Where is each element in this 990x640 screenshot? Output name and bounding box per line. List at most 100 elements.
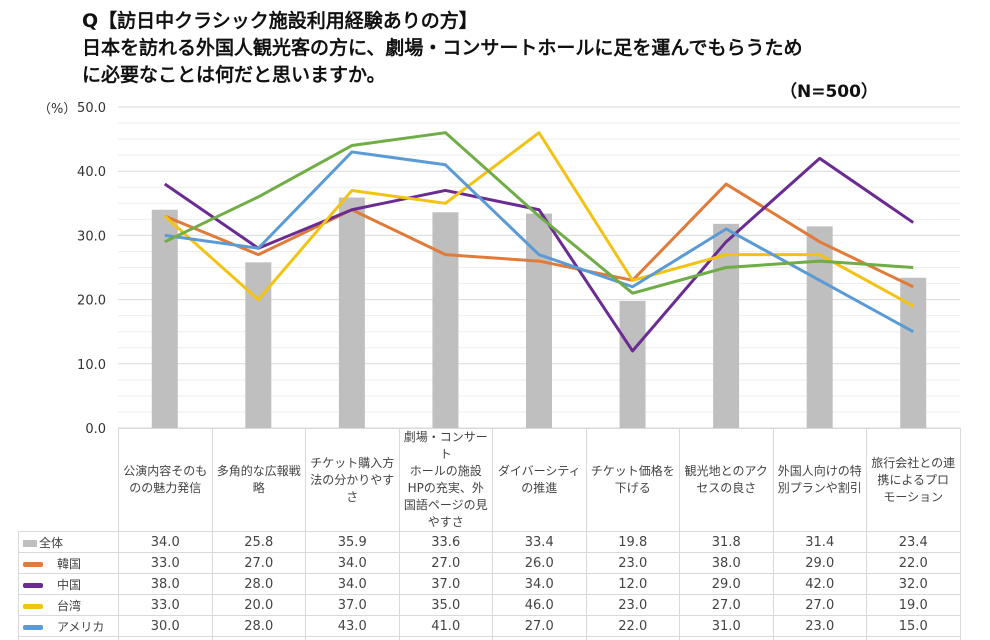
- data-cell: 31.4: [772, 531, 867, 553]
- table-row: 中国 38.0 28.0 34.0 37.0 34.0 12.0 29.0 42.0 32.0: [18, 573, 961, 595]
- bar-全体: [526, 213, 552, 428]
- table-row: イギリス29.036.044.046.033.021.025.026.025.0: [18, 636, 961, 640]
- data-cell: 22.0: [866, 552, 961, 574]
- data-cell: 33.4: [492, 531, 587, 553]
- data-cell: 38.0: [118, 573, 213, 595]
- sample-size: （N=500）: [780, 82, 878, 102]
- y-tick-label: 40.0: [77, 165, 106, 180]
- table-row: 全体 34.0 25.8 35.9 33.6 33.4 19.8 31.8 31.4 23.4: [18, 531, 961, 553]
- data-cell: 46.0: [492, 594, 587, 616]
- data-cell: 29.0: [118, 636, 213, 640]
- data-cell: 33.0: [492, 636, 587, 640]
- data-cell: 23.0: [585, 552, 680, 574]
- y-axis-label: （%）: [38, 102, 77, 117]
- data-cell: 23.0: [772, 615, 867, 637]
- data-cell: 22.0: [585, 615, 680, 637]
- data-cell: 34.0: [118, 531, 213, 553]
- legend-swatch: [23, 603, 43, 609]
- data-cell: 19.0: [866, 594, 961, 616]
- data-cell: 23.4: [866, 531, 961, 553]
- category-label: 多角的な広報戦 略: [211, 428, 306, 532]
- table-row: アメリカ 30.0 28.0 43.0 41.0 27.0 22.0 31.0 23.0 15.0: [18, 615, 961, 637]
- legend-label: 中国: [57, 577, 82, 592]
- data-cell: 36.0: [211, 636, 306, 640]
- data-cell: 38.0: [679, 552, 774, 574]
- data-cell: 27.0: [398, 552, 493, 574]
- y-tick-label: 20.0: [77, 294, 106, 309]
- legend-label: 台湾: [57, 598, 82, 613]
- data-cell: 29.0: [772, 552, 867, 574]
- category-label: ダイバーシティ の推進: [492, 428, 587, 532]
- legend-swatch: [23, 582, 43, 588]
- bar-全体: [151, 209, 178, 428]
- table-row: 韓国 33.0 27.0 34.0 27.0 26.0 23.0 38.0 29.0 22.0: [18, 552, 961, 574]
- bar-全体: [806, 226, 833, 428]
- data-cell: 31.0: [679, 615, 774, 637]
- data-cell: 46.0: [398, 636, 493, 640]
- category-label: 公演内容そのも のの魅力発信: [118, 428, 213, 532]
- data-cell: 30.0: [118, 615, 213, 637]
- data-cell: 31.8: [679, 531, 774, 553]
- legend-entry: 全体: [18, 531, 119, 553]
- y-tick-label: 10.0: [77, 358, 106, 373]
- data-cell: 28.0: [211, 615, 306, 637]
- y-tick-label: 50.0: [77, 101, 106, 116]
- data-cell: 35.0: [398, 594, 493, 616]
- data-cell: 42.0: [772, 573, 867, 595]
- legend-entry: 韓国: [18, 552, 119, 574]
- data-cell: 26.0: [772, 636, 867, 640]
- data-cell: 32.0: [866, 573, 961, 595]
- legend-swatch: [23, 561, 43, 567]
- data-cell: 19.8: [585, 531, 680, 553]
- category-label: 劇場・コンサート ホールの施設 HPの充実、外 国語ページの見 やすさ: [398, 428, 493, 532]
- bar-全体: [619, 300, 646, 428]
- category-label: 観光地とのアク セスの良さ: [679, 428, 774, 532]
- data-cell: 33.0: [118, 594, 213, 616]
- data-cell: 33.0: [118, 552, 213, 574]
- data-cell: 27.0: [679, 594, 774, 616]
- data-cell: 29.0: [679, 573, 774, 595]
- y-tick-label: 30.0: [77, 229, 106, 244]
- data-cell: 41.0: [398, 615, 493, 637]
- data-cell: 25.0: [679, 636, 774, 640]
- question-text-line1: 日本を訪れる外国人観光客の方に、劇場・コンサートホールに足を運んでもらうため: [82, 37, 803, 59]
- table-corner: [18, 428, 119, 532]
- legend-label: アメリカ: [57, 619, 105, 634]
- legend-entry: アメリカ: [18, 615, 119, 637]
- data-cell: 34.0: [305, 552, 400, 574]
- data-cell: 27.0: [772, 594, 867, 616]
- legend-label: 韓国: [57, 556, 82, 571]
- legend-swatch: [23, 624, 43, 630]
- data-cell: 21.0: [585, 636, 680, 640]
- category-label: チケット価格を 下げる: [585, 428, 680, 532]
- data-cell: 34.0: [305, 573, 400, 595]
- legend-entry: 台湾: [18, 594, 119, 616]
- data-cell: 33.6: [398, 531, 493, 553]
- bar-全体: [432, 212, 459, 428]
- data-cell: 28.0: [211, 573, 306, 595]
- legend-label: 全体: [39, 535, 64, 550]
- data-cell: 27.0: [211, 552, 306, 574]
- legend-swatch: [23, 539, 37, 547]
- data-cell: 15.0: [866, 615, 961, 637]
- data-cell: 44.0: [305, 636, 400, 640]
- data-cell: 37.0: [398, 573, 493, 595]
- data-cell: 27.0: [492, 615, 587, 637]
- legend-entry: イギリス: [18, 636, 119, 640]
- question-title: Q【訪日中クラシック施設利用経験ありの方】: [82, 10, 478, 32]
- data-cell: 25.8: [211, 531, 306, 553]
- data-cell: 43.0: [305, 615, 400, 637]
- data-cell: 23.0: [585, 594, 680, 616]
- data-cell: 35.9: [305, 531, 400, 553]
- legend-entry: 中国: [18, 573, 119, 595]
- category-label: 外国人向けの特 別プランや割引: [772, 428, 867, 532]
- data-table: 公演内容そのも のの魅力発信 多角的な広報戦 略チケット購入方 法の分かりやす さ…: [18, 428, 961, 640]
- data-cell: 37.0: [305, 594, 400, 616]
- table-row: 台湾 33.0 20.0 37.0 35.0 46.0 23.0 27.0 27.0 19.0: [18, 594, 961, 616]
- question-text-line2: に必要なことは何だと思いますか。: [82, 64, 386, 86]
- category-label: チケット購入方 法の分かりやす さ: [305, 428, 400, 532]
- data-cell: 34.0: [492, 573, 587, 595]
- data-cell: 12.0: [585, 573, 680, 595]
